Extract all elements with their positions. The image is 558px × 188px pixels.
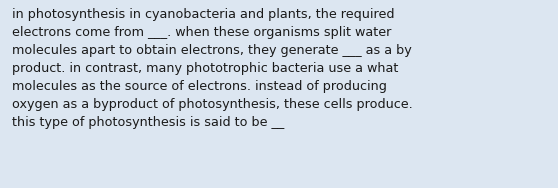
Text: in photosynthesis in cyanobacteria and plants, the required
electrons come from : in photosynthesis in cyanobacteria and p…	[12, 8, 413, 129]
